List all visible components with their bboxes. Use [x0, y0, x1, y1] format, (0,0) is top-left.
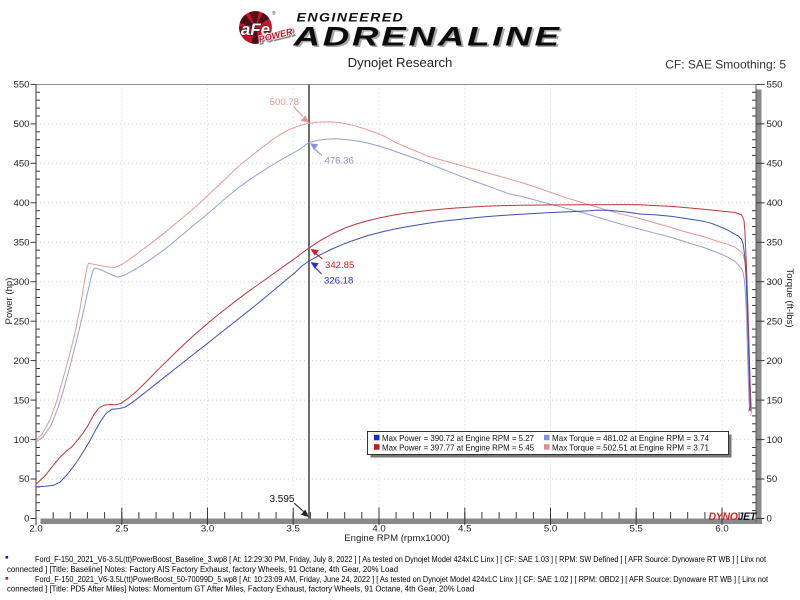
svg-text:50: 50: [767, 474, 778, 485]
svg-text:500.78: 500.78: [270, 97, 299, 108]
svg-text:400: 400: [13, 198, 29, 209]
svg-text:4.5: 4.5: [458, 524, 471, 535]
svg-text:Ford_F-150_2021_V6-3.5L(tt)Pow: Ford_F-150_2021_V6-3.5L(tt)PowerBoost_Ba…: [35, 555, 767, 564]
svg-text:50: 50: [19, 474, 30, 485]
svg-text:350: 350: [767, 238, 783, 249]
svg-text:Dynojet Research: Dynojet Research: [348, 55, 453, 70]
svg-text:0: 0: [24, 514, 29, 525]
svg-text:Max Torque = 502.51 at Engine: Max Torque = 502.51 at Engine RPM = 3.71: [552, 442, 709, 452]
svg-text:connected ] [Title: PD5 After: connected ] [Title: PD5 After Miles] Not…: [7, 585, 474, 594]
svg-text:0: 0: [767, 514, 772, 525]
svg-text:2.5: 2.5: [115, 524, 128, 535]
svg-text:6.0: 6.0: [715, 524, 728, 535]
svg-text:350: 350: [13, 238, 29, 249]
svg-text:Engine RPM (rpmx1000): Engine RPM (rpmx1000): [344, 533, 450, 544]
svg-text:3.5: 3.5: [287, 524, 300, 535]
svg-text:200: 200: [767, 356, 783, 367]
svg-text:ENGINEERED: ENGINEERED: [297, 11, 405, 25]
svg-text:aFe: aFe: [241, 20, 270, 39]
svg-text:250: 250: [767, 316, 783, 327]
svg-text:ADRENALINE: ADRENALINE: [292, 21, 561, 51]
svg-text:450: 450: [767, 159, 783, 170]
svg-text:3.0: 3.0: [201, 524, 214, 535]
svg-text:550: 550: [13, 80, 29, 91]
svg-text:342.85: 342.85: [325, 260, 354, 271]
svg-text:5.0: 5.0: [544, 524, 557, 535]
svg-text:100: 100: [13, 435, 29, 446]
svg-text:Ford_F-150_2021_V6-3.5L(tt)Pow: Ford_F-150_2021_V6-3.5L(tt)PowerBoost_50…: [35, 575, 769, 584]
svg-text:2.0: 2.0: [29, 524, 42, 535]
svg-text:Power (hp): Power (hp): [4, 278, 15, 325]
svg-text:300: 300: [13, 277, 29, 288]
svg-text:5.5: 5.5: [630, 524, 643, 535]
svg-text:connected ] [Title: Baseline]: connected ] [Title: Baseline] Notes: Fac…: [7, 565, 398, 574]
svg-text:ADRENALINE: ADRENALINE: [294, 23, 563, 53]
svg-text:450: 450: [13, 159, 29, 170]
svg-text:Max Torque = 481.02 at Engine: Max Torque = 481.02 at Engine RPM = 3.74: [552, 433, 709, 443]
svg-text:326.18: 326.18: [324, 276, 353, 287]
svg-text:500: 500: [13, 119, 29, 130]
svg-text:Max Power = 397.77 at Engine R: Max Power = 397.77 at Engine RPM = 5.45: [382, 442, 534, 452]
svg-text:4.0: 4.0: [372, 524, 385, 535]
svg-text:DYNOJET: DYNOJET: [709, 511, 758, 523]
svg-text:150: 150: [767, 395, 783, 406]
svg-text:Torque (ft-lbs): Torque (ft-lbs): [784, 268, 795, 327]
svg-text:®: ®: [272, 10, 276, 17]
svg-text:3.595: 3.595: [269, 494, 294, 505]
svg-text:200: 200: [13, 356, 29, 367]
svg-text:100: 100: [767, 435, 783, 446]
svg-text:400: 400: [767, 198, 783, 209]
svg-text:Max Power = 390.72 at Engine R: Max Power = 390.72 at Engine RPM = 5.27: [382, 433, 534, 443]
svg-text:250: 250: [13, 316, 29, 327]
svg-text:150: 150: [13, 395, 29, 406]
svg-text:550: 550: [767, 80, 783, 91]
svg-text:300: 300: [767, 277, 783, 288]
svg-text:CF: SAE Smoothing: 5: CF: SAE Smoothing: 5: [665, 58, 786, 72]
svg-text:476.36: 476.36: [325, 156, 354, 167]
svg-text:500: 500: [767, 119, 783, 130]
